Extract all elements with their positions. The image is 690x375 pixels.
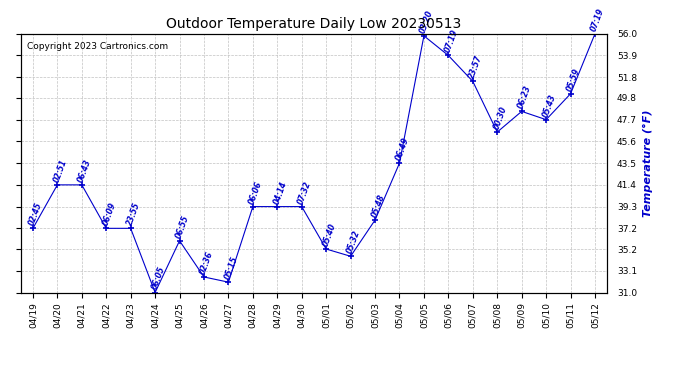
Text: 05:15: 05:15: [223, 255, 239, 281]
Text: 02:36: 02:36: [199, 250, 215, 276]
Text: 07:32: 07:32: [297, 180, 313, 205]
Text: 02:51: 02:51: [52, 158, 69, 183]
Y-axis label: Temperature (°F): Temperature (°F): [642, 110, 653, 217]
Text: 05:59: 05:59: [565, 67, 582, 92]
Text: 06:23: 06:23: [516, 84, 533, 110]
Text: 06:55: 06:55: [174, 214, 191, 239]
Text: 06:49: 06:49: [394, 136, 411, 162]
Text: 23:55: 23:55: [126, 201, 142, 227]
Text: 00:30: 00:30: [492, 105, 509, 131]
Text: 06:43: 06:43: [77, 158, 93, 183]
Text: 06:06: 06:06: [248, 180, 264, 205]
Text: 05:48: 05:48: [370, 193, 386, 219]
Text: 07:19: 07:19: [443, 28, 460, 54]
Text: 07:19: 07:19: [590, 7, 607, 32]
Text: 05:43: 05:43: [541, 93, 558, 118]
Text: 05:32: 05:32: [345, 229, 362, 255]
Text: 04:14: 04:14: [272, 180, 288, 205]
Text: 23:57: 23:57: [467, 54, 484, 80]
Text: 06:09: 06:09: [101, 201, 117, 227]
Text: 03:20: 03:20: [419, 9, 435, 34]
Text: 06:05: 06:05: [150, 266, 166, 291]
Text: Copyright 2023 Cartronics.com: Copyright 2023 Cartronics.com: [26, 42, 168, 51]
Title: Outdoor Temperature Daily Low 20230513: Outdoor Temperature Daily Low 20230513: [166, 17, 462, 31]
Text: 05:40: 05:40: [321, 222, 337, 248]
Text: 02:45: 02:45: [28, 201, 44, 227]
